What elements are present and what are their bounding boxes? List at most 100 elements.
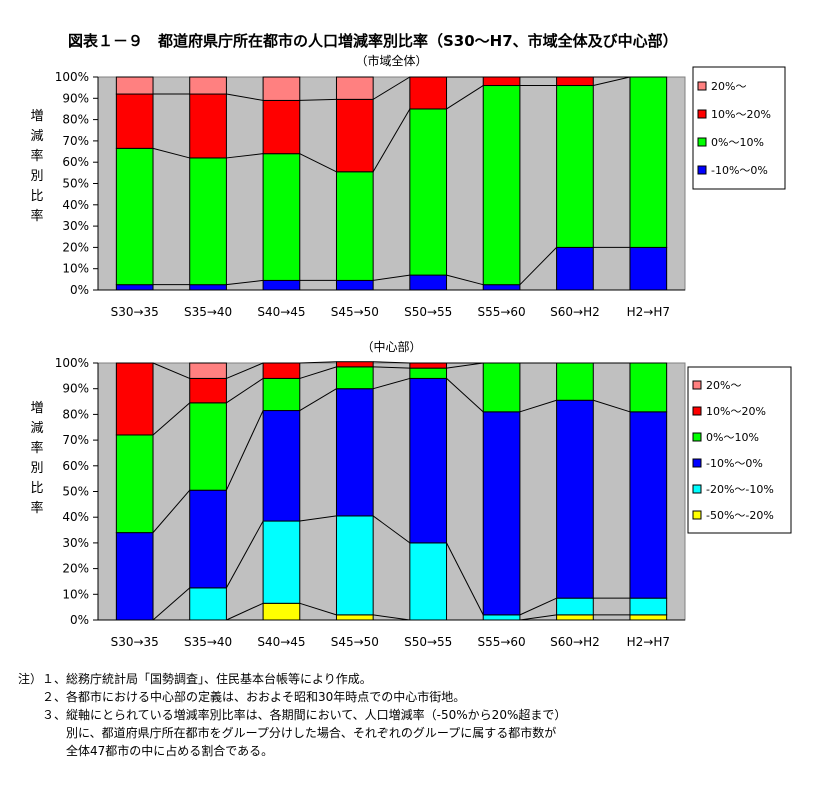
series-line bbox=[372, 108, 411, 173]
series-line bbox=[299, 602, 337, 616]
bar-segment bbox=[556, 597, 594, 616]
series-line bbox=[225, 520, 264, 589]
bar-segment bbox=[482, 76, 521, 87]
legend-swatch bbox=[692, 380, 702, 390]
bar-segment bbox=[262, 99, 301, 155]
legend-label: -10%～0% bbox=[711, 164, 768, 177]
bar-segment bbox=[409, 377, 448, 544]
y-tick-label: 0% bbox=[70, 613, 89, 627]
series-line bbox=[226, 153, 264, 159]
legend-swatch bbox=[697, 109, 707, 119]
legend-label: 20%～ bbox=[706, 379, 741, 392]
series-line bbox=[373, 274, 410, 281]
bar-segment bbox=[556, 399, 594, 599]
bar-segment bbox=[115, 147, 154, 286]
bar-segment bbox=[115, 284, 154, 291]
bar-segment bbox=[556, 614, 594, 621]
y-tick-label: 60% bbox=[62, 459, 89, 473]
note-line-2: ２、各都市における中心部の定義は、おおよそ昭和30年時点での中心市街地。 bbox=[18, 690, 466, 704]
y-tick-label: 40% bbox=[62, 198, 89, 212]
bar-segment bbox=[335, 279, 374, 291]
y-tick-label: 30% bbox=[62, 536, 89, 550]
bar-segment bbox=[262, 279, 301, 291]
series-line bbox=[373, 366, 410, 369]
x-tick-label: S45→50 bbox=[331, 305, 379, 319]
legend-swatch bbox=[692, 406, 702, 416]
x-tick-label: S45→50 bbox=[331, 635, 379, 649]
y-tick-label: 40% bbox=[62, 510, 89, 524]
series-line bbox=[226, 93, 264, 101]
legend-box-2 bbox=[687, 366, 792, 534]
y-tick-label: 50% bbox=[62, 177, 89, 191]
series-line bbox=[152, 147, 190, 159]
bar-segment bbox=[629, 246, 668, 291]
legend-label: -50%～-20% bbox=[706, 509, 774, 522]
x-tick-label: S60→H2 bbox=[550, 305, 600, 319]
bar-segment bbox=[482, 362, 521, 413]
bar-segment bbox=[335, 614, 374, 621]
y-tick-label: 90% bbox=[62, 382, 89, 396]
y-tick-label: 80% bbox=[62, 113, 89, 127]
bar-segment bbox=[556, 246, 594, 291]
y-axis-label-char: 率 bbox=[30, 148, 43, 164]
y-tick-label: 0% bbox=[70, 283, 89, 297]
page-title: 図表１－９ 都道府県庁所在都市の人口増減率別比率（S30～H7、市域全体及び中心… bbox=[68, 32, 678, 50]
y-tick-label: 70% bbox=[62, 433, 89, 447]
y-axis-label-char: 別 bbox=[30, 461, 43, 476]
x-tick-label: S50→55 bbox=[404, 305, 452, 319]
series-line bbox=[152, 362, 190, 379]
y-tick-label: 30% bbox=[62, 219, 89, 233]
y-axis-label-char: 比 bbox=[30, 481, 43, 496]
series-line bbox=[225, 410, 264, 491]
y-axis-label-char: 減 bbox=[30, 420, 43, 436]
bar-segment bbox=[115, 532, 154, 621]
legend-label: 20%～ bbox=[711, 80, 746, 93]
bar-segment bbox=[115, 76, 154, 95]
y-axis-label-char: 増 bbox=[30, 109, 43, 124]
bar-segment bbox=[629, 597, 668, 616]
series-line bbox=[519, 597, 557, 616]
series-line bbox=[299, 361, 337, 364]
series-line bbox=[372, 76, 411, 100]
note-line-4: 別に、都道府県庁所在都市をグループ分けした場合、それぞれのグループに属する都市数… bbox=[18, 726, 557, 740]
bar-segment bbox=[189, 76, 227, 95]
bar-segment bbox=[482, 614, 521, 621]
y-axis-label-char: 別 bbox=[30, 169, 43, 184]
y-tick-label: 10% bbox=[62, 262, 89, 276]
bar-segment bbox=[409, 108, 448, 276]
y-axis-label-char: 減 bbox=[30, 128, 43, 144]
note-line-3: ３、縦軸にとられている増減率別比率は、各期間において、人口増減率（-50%から2… bbox=[18, 708, 567, 722]
x-tick-label: S30→35 bbox=[111, 305, 159, 319]
bar-segment bbox=[262, 76, 301, 101]
y-tick-label: 60% bbox=[62, 155, 89, 169]
series-line bbox=[593, 399, 631, 413]
bar-segment bbox=[482, 411, 521, 616]
series-line bbox=[299, 388, 337, 411]
chart-title-2: （中心部） bbox=[361, 339, 421, 354]
legend-swatch bbox=[692, 458, 702, 468]
bar-segment bbox=[262, 602, 301, 621]
bar-segment bbox=[335, 171, 374, 281]
y-axis-label-char: 率 bbox=[30, 440, 43, 456]
series-line bbox=[519, 399, 557, 413]
series-line bbox=[152, 489, 191, 533]
series-line bbox=[226, 362, 264, 379]
series-line bbox=[446, 378, 484, 413]
legend-label: 0%～10% bbox=[711, 136, 764, 149]
x-tick-label: S50→55 bbox=[404, 635, 452, 649]
x-tick-label: S55→60 bbox=[477, 305, 525, 319]
bar-segment bbox=[629, 362, 668, 413]
series-line bbox=[299, 98, 337, 101]
note-line-1: 注）１、総務庁統計局「国勢調査」、住民基本台帳等により作成。 bbox=[18, 672, 372, 686]
y-tick-label: 70% bbox=[62, 134, 89, 148]
bar-segment bbox=[115, 93, 154, 149]
legend-label: -20%～-10% bbox=[706, 483, 774, 496]
bar-segment bbox=[629, 411, 668, 599]
plot-area-1 bbox=[97, 76, 686, 291]
bar-segment bbox=[262, 362, 301, 379]
legend-swatch bbox=[692, 510, 702, 520]
bar-segment bbox=[556, 362, 594, 401]
bar-segment bbox=[115, 434, 154, 534]
x-tick-label: H2→H7 bbox=[627, 635, 670, 649]
bar-segment bbox=[409, 362, 448, 369]
